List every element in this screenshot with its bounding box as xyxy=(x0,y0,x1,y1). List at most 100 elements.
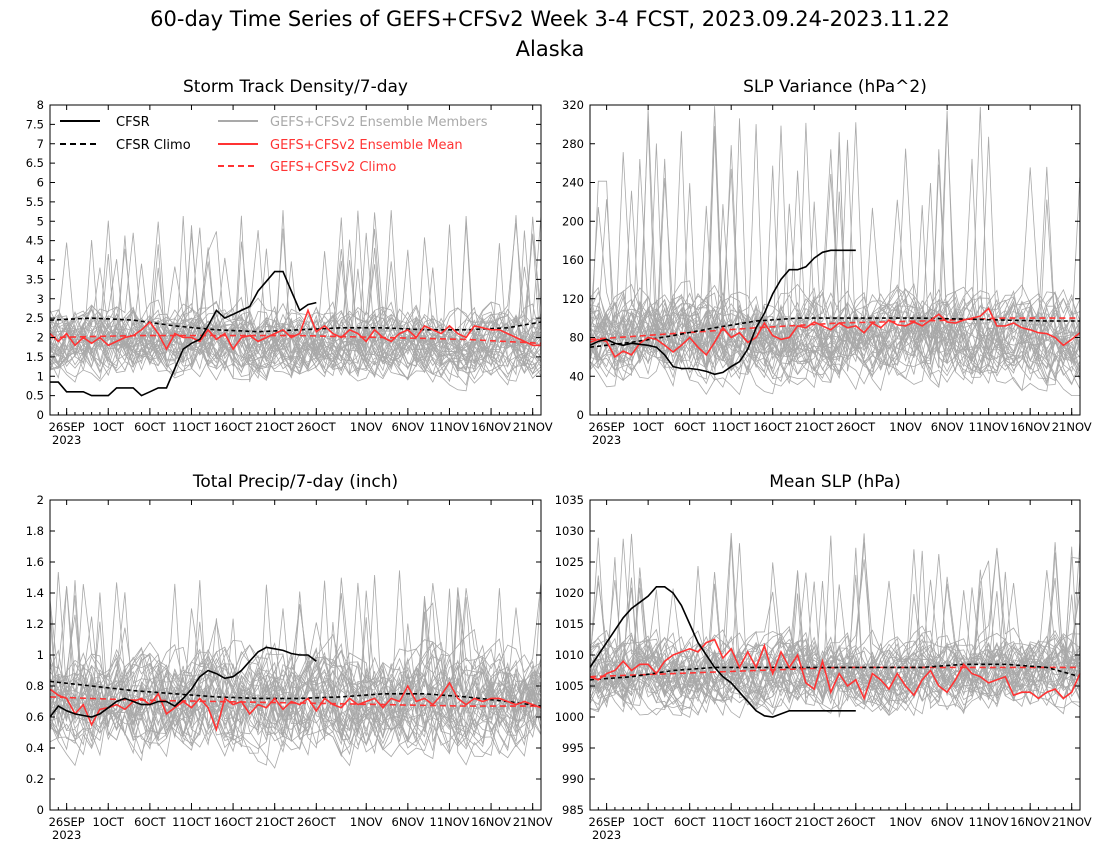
ensemble-member-line xyxy=(589,641,1081,710)
y-tick-label: 1025 xyxy=(555,555,584,569)
x-tick-label: 26SEP xyxy=(589,420,625,434)
y-tick-label: 4 xyxy=(37,253,44,267)
panel-title: Mean SLP (hPa) xyxy=(769,472,901,492)
y-tick-label: 4.5 xyxy=(26,234,44,248)
y-tick-label: 1035 xyxy=(555,493,584,507)
y-tick-label: 1030 xyxy=(555,524,584,538)
x-tick-label: 16OCT xyxy=(214,815,254,829)
x-tick-label: 26SEP xyxy=(589,815,625,829)
x-tick-label: 6OCT xyxy=(134,815,166,829)
y-tick-label: 0.2 xyxy=(26,772,44,786)
x-tick-label: 1NOV xyxy=(889,420,922,434)
ensemble-member-line xyxy=(589,638,1081,705)
y-tick-label: 6.5 xyxy=(26,156,44,170)
ensemble-member-line xyxy=(589,148,1081,392)
y-tick-label: 1.2 xyxy=(26,617,44,631)
x-tick-label: 6OCT xyxy=(674,815,706,829)
y-tick-label: 1 xyxy=(37,648,44,662)
series-gefs-cfsv2-ensemble-mean xyxy=(589,638,1081,701)
y-tick-label: 0.5 xyxy=(26,389,44,403)
y-tick-label: 1010 xyxy=(555,648,584,662)
series-gefs-cfsv2-climo xyxy=(589,317,1080,341)
x-tick-label: 16NOV xyxy=(471,420,511,434)
y-tick-label: 40 xyxy=(569,369,584,383)
legend-label-cfsr: CFSR xyxy=(116,115,150,130)
x-year-label: 2023 xyxy=(592,828,621,842)
y-tick-label: 0 xyxy=(37,408,44,422)
ensemble-member-line xyxy=(49,641,542,749)
ensemble-member-line xyxy=(49,301,542,379)
y-tick-label: 990 xyxy=(562,772,584,786)
panel-title: Total Precip/7-day (inch) xyxy=(192,472,398,492)
x-year-label: 2023 xyxy=(52,433,81,447)
x-tick-label: 21OCT xyxy=(255,420,295,434)
x-tick-label: 21OCT xyxy=(255,815,295,829)
series-cfsr-climo xyxy=(49,317,542,333)
series-cfsr xyxy=(589,249,856,376)
y-tick-label: 2 xyxy=(37,493,44,507)
x-tick-label: 1OCT xyxy=(632,815,664,829)
series-cfsr xyxy=(589,585,856,718)
ensemble-member-line xyxy=(589,540,1081,708)
y-tick-label: 120 xyxy=(562,292,584,306)
ensemble-member-line xyxy=(49,602,542,758)
x-tick-label: 1OCT xyxy=(632,420,664,434)
panel-title: Storm Track Density/7-day xyxy=(183,77,408,97)
ensemble-member-line xyxy=(589,570,1081,702)
figure-subtitle: Alaska xyxy=(516,37,585,61)
x-tick-label: 16OCT xyxy=(214,420,254,434)
y-tick-label: 1000 xyxy=(555,710,584,724)
ensemble-member-line xyxy=(589,280,1081,379)
y-tick-label: 5.5 xyxy=(26,195,44,209)
series-cfsr xyxy=(50,270,317,397)
y-tick-label: 200 xyxy=(562,214,584,228)
x-tick-label: 11OCT xyxy=(712,815,752,829)
ensemble-member-line xyxy=(49,232,542,375)
y-tick-label: 0.4 xyxy=(26,741,44,755)
legend-label-members: GEFS+CFSv2 Ensemble Members xyxy=(270,115,488,130)
figure-title: 60-day Time Series of GEFS+CFSv2 Week 3-… xyxy=(150,7,950,31)
ensemble-member-line xyxy=(589,580,1081,698)
y-tick-label: 3.5 xyxy=(26,272,44,286)
y-tick-label: 1.5 xyxy=(26,350,44,364)
x-tick-label: 21NOV xyxy=(1052,815,1092,829)
x-tick-label: 21OCT xyxy=(795,420,835,434)
x-tick-label: 16NOV xyxy=(1010,815,1050,829)
x-tick-label: 6OCT xyxy=(134,420,166,434)
chart-legend: CFSR CFSR Climo GEFS+CFSv2 Ensemble Memb… xyxy=(60,115,488,175)
y-tick-label: 0.6 xyxy=(26,710,44,724)
series-gefs-cfsv2-ensemble-mean xyxy=(49,308,541,351)
ensemble-members xyxy=(49,570,542,769)
x-tick-label: 21NOV xyxy=(1052,420,1092,434)
series-gefs-cfsv2-climo xyxy=(589,666,1080,678)
x-tick-label: 26OCT xyxy=(297,420,337,434)
ensemble-members xyxy=(49,210,542,392)
y-tick-label: 1.6 xyxy=(26,555,44,569)
ensemble-member-line xyxy=(589,633,1081,704)
x-tick-label: 26OCT xyxy=(836,420,876,434)
y-tick-label: 1005 xyxy=(555,679,584,693)
ensemble-member-line xyxy=(589,166,1081,380)
y-tick-label: 8 xyxy=(37,98,44,112)
ensemble-members xyxy=(589,532,1081,719)
series-cfsr xyxy=(49,646,317,718)
y-tick-label: 995 xyxy=(562,741,584,755)
ensemble-member-line xyxy=(49,580,542,756)
x-tick-label: 1OCT xyxy=(93,815,125,829)
y-tick-label: 80 xyxy=(569,331,584,345)
legend-label-mean: GEFS+CFSv2 Ensemble Mean xyxy=(270,138,463,153)
y-tick-label: 1020 xyxy=(555,586,584,600)
x-tick-label: 11OCT xyxy=(172,815,212,829)
y-tick-label: 3 xyxy=(37,292,44,306)
ensemble-member-line xyxy=(49,261,542,375)
ensemble-member-line xyxy=(49,571,542,750)
y-tick-label: 7.5 xyxy=(26,117,44,131)
y-tick-label: 1.8 xyxy=(26,524,44,538)
ensemble-member-line xyxy=(49,608,542,769)
ensemble-member-line xyxy=(49,580,542,767)
panel-slp-variance: SLP Variance (hPa^2) 0 40 80 120 160 200 240 280… xyxy=(562,77,1092,447)
y-tick-label: 1 xyxy=(37,369,44,383)
y-tick-label: 160 xyxy=(562,253,584,267)
x-tick-label: 6NOV xyxy=(931,815,964,829)
